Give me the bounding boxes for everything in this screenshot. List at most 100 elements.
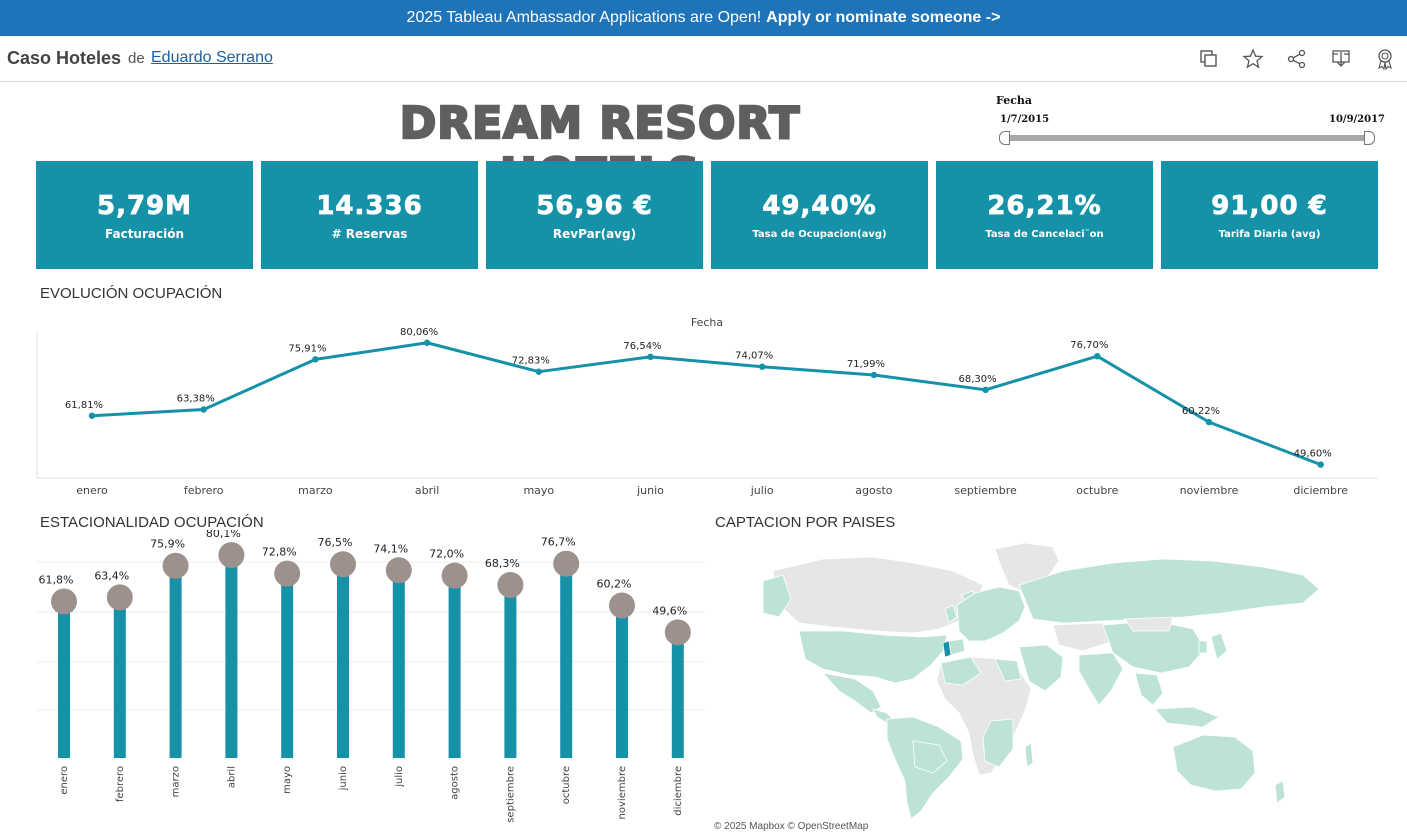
date-filter-end: 10/9/2017: [1329, 114, 1386, 125]
x-tick-label: febrero: [184, 484, 224, 497]
lollipop-head: [497, 571, 524, 598]
share-icon[interactable]: [1286, 48, 1308, 70]
x-tick-label: abril: [226, 766, 237, 788]
kpi-label: RevPar(avg): [552, 227, 637, 241]
data-point: [200, 406, 207, 413]
data-label: 63,38%: [177, 393, 215, 404]
lollipop-bar: [392, 570, 405, 758]
kpi-label: Facturación: [104, 227, 184, 241]
copy-icon[interactable]: [1198, 48, 1220, 70]
data-point: [1094, 353, 1101, 360]
date-filter-label: Fecha: [996, 94, 1033, 107]
map-title: CAPTACION POR PAISES: [715, 514, 896, 531]
data-point: [423, 339, 431, 346]
lollipop-bar: [281, 573, 294, 758]
slider-end-handle[interactable]: [1364, 131, 1375, 145]
lollipop-bar: [169, 565, 182, 758]
lollipop-head: [51, 588, 77, 615]
kpi-value: 14.336: [316, 191, 423, 222]
lollipop-head: [553, 550, 580, 577]
lollipop-bar: [616, 605, 628, 758]
x-tick-label: marzo: [298, 484, 333, 497]
data-point: [1205, 418, 1213, 426]
lollipop-head: [274, 560, 301, 587]
lollipop-head: [218, 542, 245, 569]
data-label: 72,0%: [429, 548, 464, 561]
download-icon[interactable]: [1330, 48, 1352, 70]
viz-header: Caso Hoteles de Eduardo Serrano: [0, 36, 1407, 82]
kpi-card-facturacion: 5,79M Facturación: [36, 161, 253, 269]
map-country-alaska: [763, 574, 792, 618]
favorite-star-icon[interactable]: [1242, 48, 1264, 70]
data-point: [88, 412, 96, 419]
lollipop-head: [162, 552, 189, 579]
x-tick-label: septiembre: [954, 484, 1017, 497]
x-tick-label: agosto: [450, 766, 461, 800]
x-tick-label: noviembre: [617, 766, 628, 819]
slider-start-handle[interactable]: [999, 131, 1010, 145]
data-label: 76,7%: [541, 536, 576, 549]
occupancy-line-chart[interactable]: Fecha 61,81% enero 63,38% febrero 75,91% marzo…: [0, 310, 1407, 500]
kpi-label: Tasa de Cancelaci¨on: [985, 229, 1104, 240]
x-tick-label: julio: [394, 766, 405, 788]
kpi-value: 26,21%: [987, 191, 1102, 222]
x-tick-label: abril: [415, 484, 439, 497]
data-label: 68,30%: [959, 374, 997, 385]
x-tick-label: noviembre: [1180, 484, 1239, 497]
seasonality-lollipop-chart[interactable]: 61,8% enero 63,4% febrero 75,9% marzo 80,1% abr…: [0, 530, 710, 829]
data-point: [647, 353, 654, 361]
x-tick-label: junio: [338, 766, 349, 791]
data-label: 74,1%: [373, 542, 408, 555]
map-country-india: [1078, 652, 1124, 706]
data-label: 76,54%: [623, 341, 661, 352]
author-prefix: de: [128, 50, 145, 67]
data-point: [982, 386, 989, 393]
award-badge-icon[interactable]: [1374, 48, 1396, 70]
kpi-value: 56,96 €: [536, 191, 653, 222]
x-tick-label: diciembre: [1293, 484, 1348, 497]
author-link[interactable]: Eduardo Serrano: [151, 49, 273, 66]
occupancy-series-line: [91, 341, 1322, 467]
kpi-card-reservas: 14.336 # Reservas: [261, 161, 478, 269]
x-tick-label: mayo: [523, 484, 554, 497]
data-label: 60,22%: [1182, 406, 1220, 417]
x-tick-label: mayo: [282, 766, 293, 794]
date-filter-start: 1/7/2015: [1000, 114, 1050, 125]
data-point: [312, 356, 319, 363]
data-label: 68,3%: [485, 557, 520, 570]
lollipop-bar: [560, 563, 573, 758]
data-label: 76,70%: [1070, 340, 1108, 351]
data-label: 71,99%: [847, 359, 885, 370]
date-range-slider[interactable]: [1003, 135, 1373, 141]
banner-link[interactable]: Apply or nominate someone ->: [766, 9, 1001, 26]
data-label: 49,6%: [652, 604, 687, 617]
data-label: 76,5%: [318, 536, 353, 549]
data-point: [535, 368, 542, 375]
data-point: [870, 371, 878, 379]
map-country-russia: [1018, 558, 1320, 624]
map-attribution: © 2025 Mapbox © OpenStreetMap: [714, 821, 869, 832]
x-tick-label: febrero: [115, 766, 126, 802]
data-label: 60,2%: [597, 577, 632, 590]
x-tick-label: agosto: [855, 484, 892, 497]
lollipop-bar: [671, 632, 684, 758]
world-map[interactable]: [763, 541, 1325, 821]
x-tick-label: octubre: [561, 766, 572, 804]
lollipop-head: [330, 551, 356, 578]
line-chart-title: EVOLUCIÓN OCUPACIÓN: [40, 285, 223, 302]
data-label: 75,91%: [288, 343, 326, 354]
data-label: 72,83%: [512, 356, 550, 367]
lollipop-head: [385, 557, 412, 584]
data-label: 61,81%: [65, 400, 103, 411]
data-label: 61,8%: [39, 573, 74, 586]
x-tick-label: junio: [636, 484, 664, 497]
data-label: 72,8%: [262, 546, 297, 559]
x-tick-label: enero: [59, 766, 70, 795]
data-label: 75,9%: [150, 538, 185, 551]
map-region-europe: [956, 586, 1026, 642]
announcement-banner[interactable]: 2025 Tableau Ambassador Applications are…: [0, 0, 1407, 36]
kpi-value: 49,40%: [762, 191, 877, 222]
kpi-value: 5,79M: [96, 191, 193, 222]
data-point: [759, 363, 766, 370]
lollipop-bar: [504, 584, 517, 758]
